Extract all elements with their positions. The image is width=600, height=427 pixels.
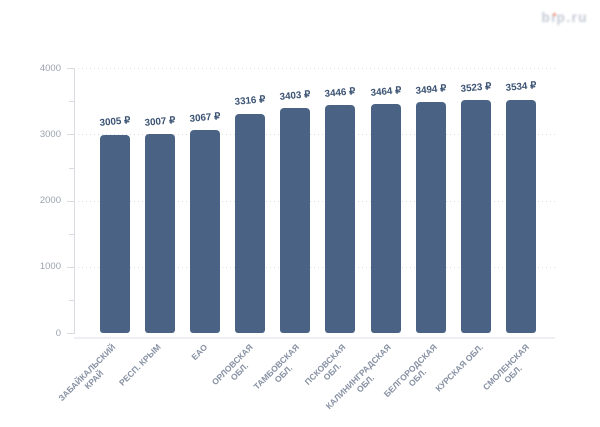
- bar-value-label: 3316 ₽: [234, 94, 266, 109]
- bar: [460, 100, 491, 334]
- logo-i-dot-icon: [552, 12, 556, 16]
- bar: [325, 105, 356, 334]
- logo-letter-i: ı: [551, 10, 556, 25]
- y-axis-label: 2000: [39, 195, 61, 207]
- bar-value-label: 3067 ₽: [189, 111, 221, 125]
- logo-text-post: p.ru: [556, 10, 588, 26]
- logo-text-pre: b: [541, 10, 552, 26]
- y-axis-tick: [67, 68, 74, 70]
- bar-value-label: 3446 ₽: [324, 85, 357, 100]
- logo-letter-i-glyph: ı: [551, 10, 557, 26]
- bar-value-label: 3403 ₽: [279, 88, 312, 103]
- bar: [506, 99, 536, 334]
- y-gridline: [74, 200, 555, 202]
- y-axis-line: [74, 68, 75, 335]
- y-axis-label: 0: [55, 327, 61, 339]
- x-axis-label: РЕСП. КРЫМ: [116, 342, 163, 388]
- bar-value-label: 3534 ₽: [505, 80, 537, 94]
- bar-value-label: 3005 ₽: [98, 115, 131, 129]
- bar: [99, 134, 130, 334]
- y-axis-tick: [67, 200, 74, 202]
- y-axis-tick: [67, 333, 74, 334]
- y-gridline: [74, 68, 555, 70]
- y-axis-tick: [69, 233, 74, 235]
- bar: [235, 113, 266, 334]
- x-axis-label: СМОЛЕНСКАЯ ОБЛ.: [480, 342, 531, 393]
- bar-value-label: 3464 ₽: [369, 84, 402, 99]
- bar: [280, 108, 311, 334]
- y-axis-label: 4000: [39, 62, 61, 74]
- y-axis-tick: [67, 134, 74, 136]
- y-gridline: [74, 266, 555, 268]
- x-axis-label: ЗАБАЙКАЛЬСКИЙ КРАЙ: [55, 342, 117, 404]
- y-axis-tick: [69, 167, 74, 169]
- bar: [190, 130, 221, 334]
- x-axis-label: КУРСКАЯ ОБЛ.: [432, 342, 485, 394]
- bar: [144, 134, 175, 334]
- bar: [415, 102, 446, 334]
- x-axis-label: ТАМБОВСКАЯ ОБЛ.: [251, 342, 301, 392]
- y-gridline: [74, 134, 555, 136]
- site-logo: bı p.ru: [541, 10, 588, 25]
- bar-value-label: 3523 ₽: [460, 80, 492, 95]
- x-axis-line: [74, 336, 555, 339]
- bar-value-label: 3494 ₽: [414, 82, 447, 97]
- y-axis-label: 1000: [39, 261, 61, 273]
- y-axis-label: 3000: [39, 128, 61, 140]
- y-axis-tick: [69, 299, 74, 301]
- bar-value-label: 3007 ₽: [144, 115, 176, 129]
- x-axis-label: ЕАО: [188, 342, 209, 363]
- y-axis-tick: [69, 101, 74, 103]
- y-axis-tick: [67, 266, 74, 268]
- bar: [370, 104, 401, 334]
